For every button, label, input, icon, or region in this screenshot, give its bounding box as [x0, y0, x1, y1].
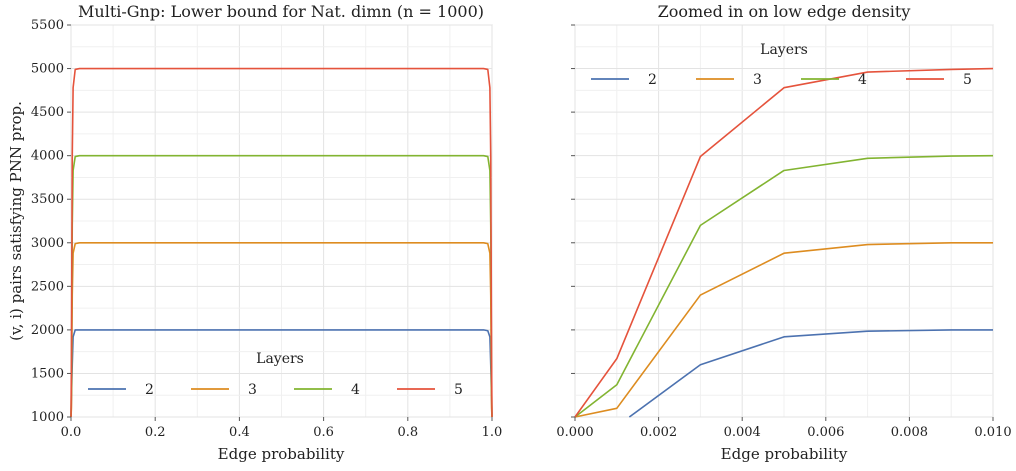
x-tick-label: 0.004 — [724, 425, 761, 440]
right-series-lines — [574, 67, 994, 418]
left-legend-title: Layers — [256, 351, 304, 367]
y-tick-label: 1000 — [31, 410, 64, 425]
left-chart-title: Multi-Gnp: Lower bound for Nat. dimn (n … — [78, 2, 484, 21]
y-tick-label: 1500 — [31, 366, 64, 381]
x-tick-label: 0.002 — [640, 425, 677, 440]
legend-label-3: 3 — [753, 72, 762, 88]
left-y-axis-label: (v, i) pairs satisfying PNN prop. — [7, 101, 25, 341]
series-line-4 — [574, 154, 994, 418]
series-line-2 — [70, 329, 493, 418]
right-chart: 0.000 0.002 0.004 0.006 0.008 0.010 Zoomed in… — [556, 2, 1011, 463]
x-tick-label: 0.2 — [145, 425, 166, 440]
y-tick-label: 2000 — [31, 323, 64, 338]
left-x-axis-label: Edge probability — [218, 445, 345, 463]
legend-label-3: 3 — [248, 382, 257, 398]
y-tick-label: 5500 — [31, 18, 64, 33]
x-tick-label: 0.0 — [61, 425, 82, 440]
y-tick-label: 4500 — [31, 105, 64, 120]
x-tick-label: 0.8 — [397, 425, 418, 440]
legend-label-2: 2 — [145, 382, 154, 398]
y-tick-label: 4000 — [31, 149, 64, 164]
series-line-3 — [574, 241, 993, 418]
y-tick-label: 5000 — [31, 62, 64, 77]
left-chart: 0.0 0.2 0.4 0.6 0.8 1.01000150020002500300035… — [7, 2, 502, 463]
series-line-5 — [70, 67, 493, 418]
left-legend: Layers 2 3 4 5 — [88, 351, 463, 398]
x-tick-label: 1.0 — [482, 425, 503, 440]
x-tick-label: 0.6 — [313, 425, 334, 440]
x-tick-label: 0.4 — [229, 425, 250, 440]
legend-label-4: 4 — [858, 72, 867, 88]
right-x-axis-label: Edge probability — [721, 445, 848, 463]
left-tick-labels: 0.0 0.2 0.4 0.6 0.8 1.01000150020002500300035… — [31, 18, 502, 440]
x-tick-label: 0.008 — [891, 425, 928, 440]
right-legend: Layers 2 3 4 5 — [591, 42, 972, 88]
series-line-2 — [628, 329, 993, 418]
legend-label-5: 5 — [963, 72, 972, 88]
legend-label-4: 4 — [351, 382, 360, 398]
right-legend-title: Layers — [760, 42, 808, 58]
legend-label-5: 5 — [454, 382, 463, 398]
y-tick-label: 2500 — [31, 279, 64, 294]
series-line-5 — [574, 67, 994, 418]
y-tick-label: 3000 — [31, 236, 64, 251]
x-tick-label: 0.000 — [556, 425, 593, 440]
right-gridlines — [574, 24, 994, 418]
legend-label-2: 2 — [648, 72, 657, 88]
y-tick-label: 3500 — [31, 192, 64, 207]
left-series-lines — [70, 67, 493, 418]
x-tick-label: 0.006 — [807, 425, 844, 440]
right-tick-labels: 0.000 0.002 0.004 0.006 0.008 0.010 — [556, 24, 1012, 440]
x-tick-label: 0.010 — [974, 425, 1011, 440]
right-chart-title: Zoomed in on low edge density — [658, 2, 911, 21]
